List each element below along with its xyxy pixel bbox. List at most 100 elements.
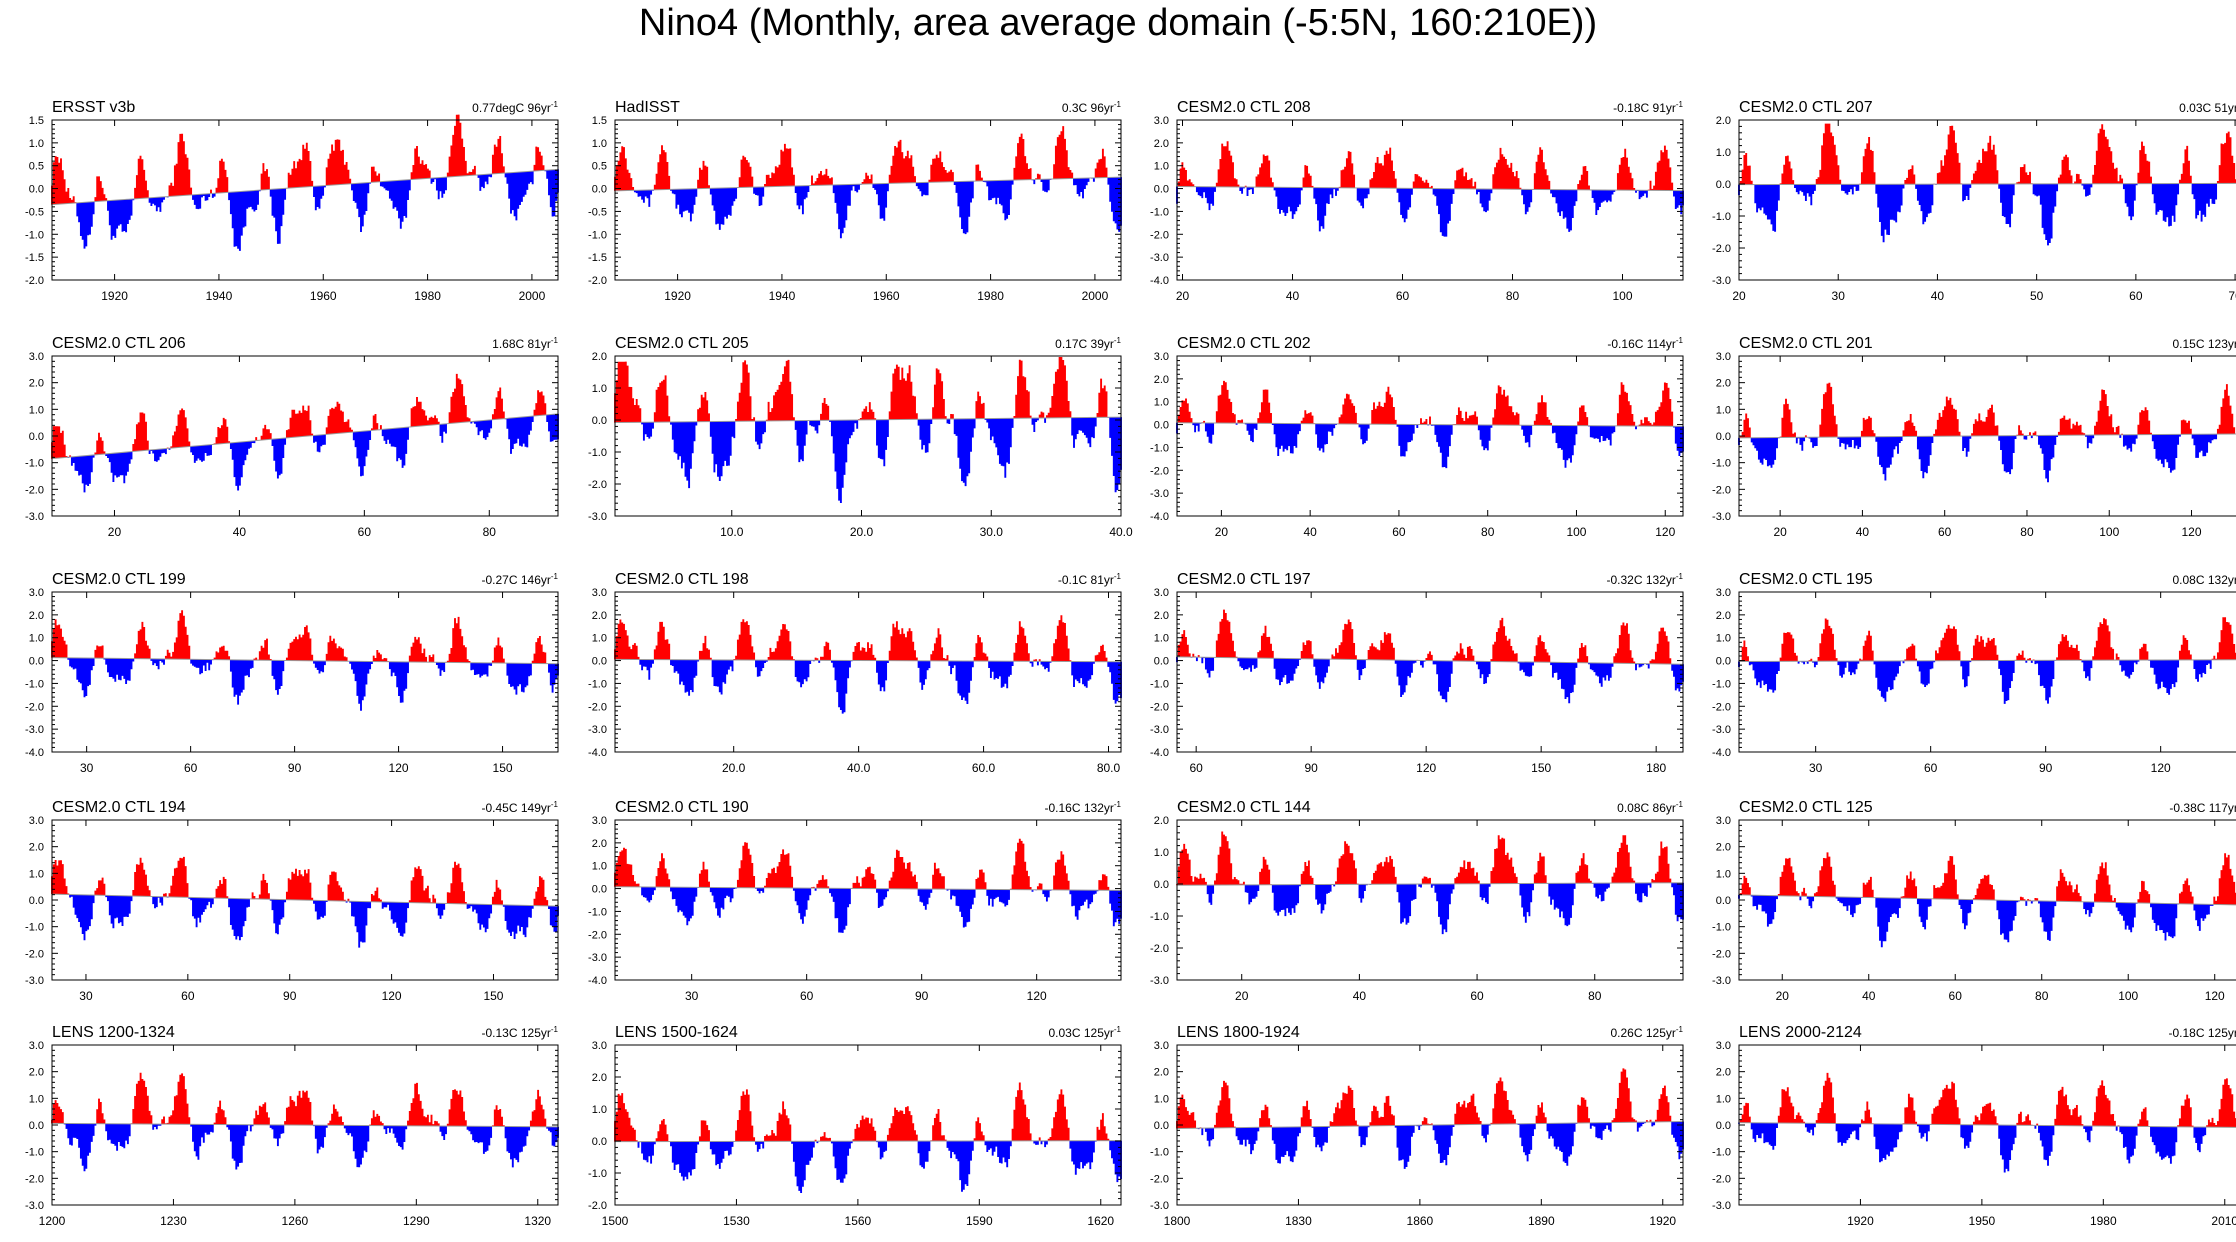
y-tick-label: -2.0 (1150, 1173, 1169, 1185)
chart-panel: 3.0 2.0 1.0 0.0 -1.0 -2.0 -3.0 -4.0 20 40 60 80 100 C… (1150, 99, 1684, 303)
x-tick-label: 20 (1235, 989, 1249, 1003)
positive-anomaly-fill (1177, 609, 1672, 664)
y-tick-label: -3.0 (25, 975, 44, 987)
y-tick-label: 2.0 (1716, 842, 1731, 854)
y-tick-label: 0.0 (592, 1136, 607, 1148)
x-tick-label: 1200 (39, 1214, 66, 1228)
trend-line (614, 416, 1122, 424)
panel-title: CESM2.0 CTL 206 (52, 335, 186, 352)
panel-title: CESM2.0 CTL 144 (1177, 799, 1311, 816)
x-tick-label: 1530 (723, 1214, 750, 1228)
y-tick-label: -1.5 (25, 252, 44, 264)
y-tick-label: 3.0 (29, 351, 44, 363)
trend-label: -0.18C 125yr-1 (2169, 1025, 2236, 1040)
y-tick-label: 0.5 (592, 161, 607, 173)
trend-label: -0.1C 81yr-1 (1058, 572, 1122, 587)
positive-anomaly-fill (1739, 852, 2236, 905)
negative-anomaly-fill (69, 894, 559, 948)
x-tick-label: 2000 (1082, 289, 1109, 303)
y-tick-label: -1.0 (25, 229, 44, 241)
y-tick-label: 0.0 (29, 431, 44, 443)
y-tick-label: -1.0 (1712, 678, 1731, 690)
y-tick-label: 1.0 (1716, 147, 1731, 159)
x-tick-label: 60 (1392, 525, 1406, 539)
positive-anomaly-fill (1739, 382, 2236, 438)
trend-line (51, 893, 559, 907)
trend-line (1176, 882, 1684, 886)
y-tick-label: 2.0 (592, 351, 607, 363)
x-tick-label: 40 (1353, 989, 1367, 1003)
x-tick-label: 1960 (873, 289, 900, 303)
y-tick-label: 2.0 (29, 610, 44, 622)
x-tick-label: 20 (1176, 289, 1190, 303)
y-tick-label: 1.5 (29, 115, 44, 127)
x-tick-label: 1260 (282, 1214, 309, 1228)
y-tick-label: 1.0 (592, 633, 607, 645)
y-tick-label: 0.0 (1716, 895, 1731, 907)
negative-anomaly-fill (1738, 894, 2214, 948)
y-tick-label: 3.0 (29, 587, 44, 599)
x-tick-label: 90 (1304, 761, 1318, 775)
y-tick-label: -2.0 (1712, 484, 1731, 496)
y-tick-label: 3.0 (1154, 587, 1169, 599)
y-tick-label: -1.0 (1150, 442, 1169, 454)
y-tick-label: 0.0 (1154, 879, 1169, 891)
x-tick-label: 60 (800, 989, 814, 1003)
y-tick-label: -3.0 (1712, 275, 1731, 287)
chart-panel: 2.0 1.0 0.0 -1.0 -2.0 -3.020 30 40 50 60 70 CESM2.0… (1712, 99, 2236, 303)
y-tick-label: -3.0 (588, 511, 607, 523)
x-tick-label: 60 (2129, 289, 2143, 303)
x-tick-label: 30 (1832, 289, 1846, 303)
panel-title: CESM2.0 CTL 208 (1177, 99, 1311, 116)
x-tick-label: 120 (389, 761, 409, 775)
x-tick-label: 30 (79, 989, 93, 1003)
x-tick-label: 10.0 (720, 525, 744, 539)
trend-line (614, 1140, 1122, 1143)
x-tick-label: 20.0 (850, 525, 874, 539)
y-tick-label: -3.0 (1150, 252, 1169, 264)
trend-line (614, 886, 1122, 891)
x-tick-label: 90 (283, 989, 297, 1003)
y-tick-label: -1.0 (588, 1168, 607, 1180)
y-tick-label: 3.0 (1154, 1040, 1169, 1052)
positive-anomaly-fill (1739, 123, 2236, 185)
y-tick-label: 2.0 (29, 1067, 44, 1079)
x-tick-label: 120 (2205, 989, 2225, 1003)
y-tick-label: -4.0 (588, 975, 607, 987)
x-tick-label: 80 (2020, 525, 2034, 539)
x-tick-label: 80.0 (1097, 761, 1121, 775)
y-tick-label: -3.0 (1712, 1200, 1731, 1212)
trend-line (1176, 1121, 1684, 1129)
y-tick-label: -3.0 (25, 511, 44, 523)
y-tick-label: -2.0 (1712, 1173, 1731, 1185)
y-tick-label: -4.0 (1150, 275, 1169, 287)
positive-anomaly-fill (51, 114, 545, 205)
x-tick-label: 1590 (966, 1214, 993, 1228)
x-tick-label: 120 (1655, 525, 1675, 539)
chart-panel: 3.0 2.0 1.0 0.0 -1.0 -2.0 -3.0 20 40 60 80 100 120 CE… (1712, 799, 2236, 1003)
y-tick-label: 1.0 (1154, 1093, 1169, 1105)
panel-title: LENS 1200-1324 (52, 1024, 175, 1041)
x-tick-label: 20 (1215, 525, 1229, 539)
y-tick-label: 0.0 (1154, 1120, 1169, 1132)
y-tick-label: 1.0 (29, 868, 44, 880)
x-tick-label: 40.0 (1109, 525, 1133, 539)
x-tick-label: 60 (1949, 989, 1963, 1003)
plot-frame (1176, 819, 1684, 981)
chart-panel: 3.0 2.0 1.0 0.0 -1.0 -2.0 -3.0 -4.0 20 40 60 80 100 1… (1150, 335, 1684, 539)
x-tick-label: 80 (1506, 289, 1520, 303)
panel-title: CESM2.0 CTL 201 (1739, 335, 1873, 352)
x-tick-label: 60 (181, 989, 195, 1003)
x-tick-label: 60.0 (972, 761, 996, 775)
y-tick-label: -2.0 (1712, 701, 1731, 713)
x-tick-label: 80 (2035, 989, 2049, 1003)
positive-anomaly-fill (51, 373, 547, 459)
x-tick-label: 30 (80, 761, 94, 775)
y-tick-label: 0.0 (1716, 431, 1731, 443)
x-tick-label: 150 (493, 761, 513, 775)
trend-line (1176, 186, 1684, 192)
x-tick-label: 120 (1416, 761, 1436, 775)
x-tick-label: 1940 (206, 289, 233, 303)
panel-title: CESM2.0 CTL 199 (52, 571, 186, 588)
